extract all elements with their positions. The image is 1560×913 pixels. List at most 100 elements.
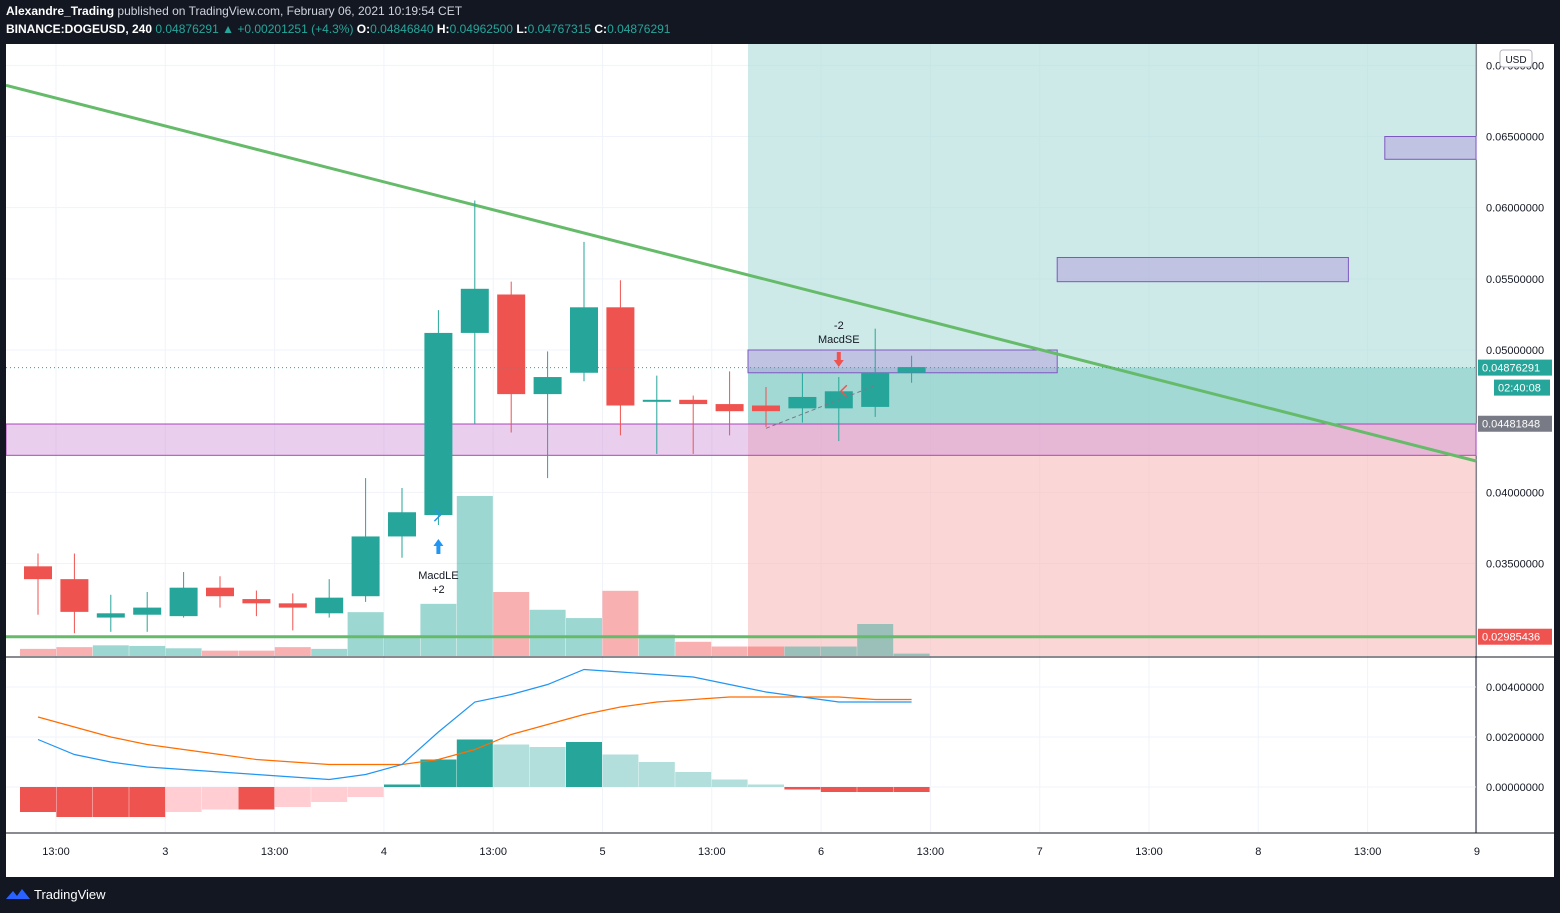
candle-body <box>315 597 344 614</box>
countdown-bg <box>1494 379 1550 396</box>
time-tick-label: 13:00 <box>1354 846 1382 858</box>
support-zone-group[interactable] <box>6 423 1477 456</box>
price-tick-label: 0.06500000 <box>1486 132 1544 144</box>
candle-body <box>715 404 744 412</box>
target-zone[interactable] <box>1056 256 1349 283</box>
open-value: 0.04846840 <box>370 22 434 36</box>
open-label: O: <box>356 22 371 36</box>
candle-body <box>642 399 671 402</box>
volume-bar <box>56 647 93 656</box>
publish-line: Alexandre_Trading published on TradingVi… <box>6 4 462 18</box>
time-tick-label: 13:00 <box>261 846 289 858</box>
close-label: C: <box>594 22 608 36</box>
volume-bar <box>311 648 348 656</box>
candle-body <box>460 288 489 333</box>
support-zone[interactable] <box>6 423 1477 456</box>
time-tick-label: 4 <box>381 846 387 858</box>
brand-name[interactable]: TradingView <box>34 887 106 902</box>
volume-bars <box>20 496 930 656</box>
candle-body <box>60 579 89 612</box>
macd-signal-line <box>37 696 912 766</box>
candle-body <box>606 307 635 406</box>
time-tick-label: 13:00 <box>1135 846 1163 858</box>
candle-body <box>169 587 198 617</box>
currency-button[interactable] <box>1499 49 1533 68</box>
tradingview-logo-icon[interactable] <box>6 887 30 903</box>
price-tick-label: 0.05500000 <box>1486 274 1544 286</box>
high-label: H: <box>436 22 450 36</box>
author-name[interactable]: Alexandre_Trading <box>6 4 115 18</box>
last-price-label-bg <box>1478 359 1552 376</box>
candle-body <box>861 372 890 407</box>
time-tick-label: 9 <box>1474 846 1480 858</box>
volume-bar <box>711 646 748 656</box>
candle-body <box>424 332 453 516</box>
trendline-group[interactable] <box>6 83 1477 463</box>
position-zones <box>748 44 1476 656</box>
macd-histogram-bar <box>784 787 821 790</box>
entry-marker-icon <box>433 508 442 522</box>
target-zone[interactable] <box>1384 136 1477 160</box>
volume-bar <box>347 612 384 656</box>
time-tick-label: 13:00 <box>479 846 507 858</box>
price-tick-label: 0.03500000 <box>1486 558 1544 570</box>
macd-histogram-bar <box>675 772 712 787</box>
macd-histogram-bar <box>202 787 238 810</box>
macd-histogram-bar <box>129 787 166 817</box>
macd-histogram-bar <box>56 787 93 817</box>
price-axis[interactable]: 0.070000000.065000000.060000000.05500000… <box>1478 49 1552 794</box>
short-signal-arrow-icon <box>833 352 844 368</box>
entry-price-label: 0.04481848 <box>1482 419 1540 431</box>
volume-bar <box>129 645 166 656</box>
macd-tick-label: 0.00200000 <box>1486 732 1544 744</box>
countdown-label: 02:40:08 <box>1498 383 1541 395</box>
ohlc-line: BINANCE:DOGEUSD, 240 0.04876291 ▲ +0.002… <box>6 22 670 36</box>
candle-body <box>533 377 562 395</box>
volume-bar <box>202 650 238 656</box>
volume-bar <box>893 653 930 656</box>
time-tick-label: 6 <box>818 846 824 858</box>
change-value: +0.00201251 (+4.3%) <box>237 22 354 36</box>
macd-histogram-bar <box>274 787 311 807</box>
candle-body <box>752 405 780 412</box>
candle-body <box>388 512 416 537</box>
macd-histogram-bar <box>420 759 457 787</box>
long-signal-qty: +2 <box>432 584 445 596</box>
macd-histogram-bar <box>165 787 202 812</box>
volume-bar <box>420 603 457 656</box>
macd-histogram-bar <box>857 787 894 792</box>
volume-bar <box>384 637 420 656</box>
candle-body <box>24 566 52 580</box>
macd-histogram-bar <box>566 742 602 787</box>
candle-body <box>242 599 271 604</box>
macd-tick-label: 0.00400000 <box>1486 682 1544 694</box>
candle-body <box>497 294 526 395</box>
loss-zone[interactable] <box>748 423 1476 656</box>
macd-histogram-bar <box>602 754 639 787</box>
macd-histogram-bar <box>347 787 384 797</box>
profit-progress <box>748 367 1476 424</box>
chart-header: Alexandre_Trading published on TradingVi… <box>6 4 1554 42</box>
short-signal-qty: -2 <box>834 320 844 332</box>
short-signal-name: MacdSE <box>818 334 860 346</box>
volume-bar <box>92 645 129 656</box>
candle-body <box>96 613 125 618</box>
exit-marker-icon <box>839 384 848 398</box>
volume-bar <box>638 634 675 656</box>
candle-body <box>351 536 380 597</box>
strategy-signals: MacdLE +2 -2 MacdSE <box>418 320 876 596</box>
hline-price-label-bg <box>1478 628 1552 645</box>
candle-body <box>897 367 926 373</box>
volume-bar <box>238 650 275 656</box>
target-zones-group[interactable] <box>747 136 1477 374</box>
macd-histogram-bar <box>384 784 420 787</box>
trade-connector-line <box>765 385 876 429</box>
candle-body <box>278 603 307 608</box>
time-axis[interactable]: 13:00 3 13:00 4 13:00 5 13:00 6 13:00 7 13:00 8 13:0… <box>42 846 1480 858</box>
macd-histogram-bar <box>20 787 56 812</box>
symbol-label[interactable]: BINANCE:DOGEUSD, 240 <box>6 22 153 36</box>
descending-trendline[interactable] <box>6 83 1477 463</box>
macd-histogram-bar <box>711 779 748 787</box>
